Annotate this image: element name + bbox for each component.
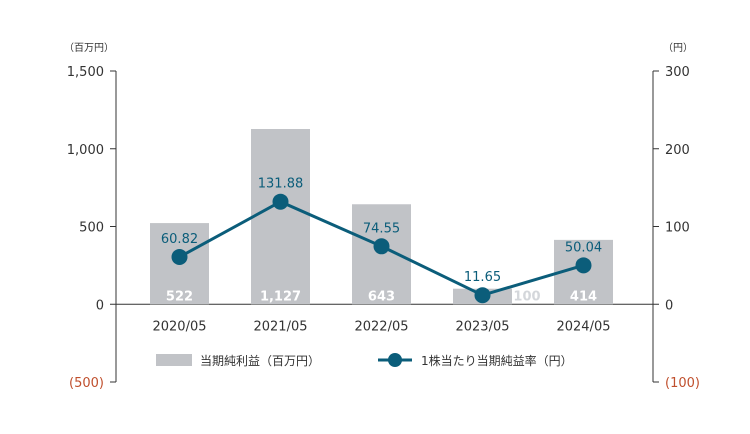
legend: 当期純利益（百万円） 1株当たり当期純益率（円） [156,353,573,368]
category-label: 2022/05 [354,319,408,334]
left-tick-label: 500 [79,221,104,236]
line-point [474,287,491,304]
legend-bar-label: 当期純利益（百万円） [200,354,320,368]
left-axis-unit: （百万円） [64,42,114,54]
bar-value-label: 1,127 [260,289,301,304]
line-value-label: 74.55 [363,221,400,236]
right-tick-label: 200 [665,143,690,158]
bar-value-label: 643 [368,289,395,304]
category-labels: 2020/05 2021/05 2022/05 2023/05 2024/05 [152,319,610,334]
line-value-label: 50.04 [565,240,602,255]
category-label: 2024/05 [556,319,610,334]
bar-value-label: 522 [166,289,193,304]
right-tick-label: 0 [665,298,673,313]
left-axis-ticks: 1,500 1,000 500 0 (500) [67,65,116,391]
legend-bar-swatch [156,354,192,366]
right-tick-label: 300 [665,65,690,80]
line-point [272,193,289,210]
category-label: 2023/05 [455,319,509,334]
left-tick-label: 0 [96,298,104,313]
right-axis-ticks: 300 200 100 0 (100) [653,65,700,391]
bar-value-labels: 522 1,127 643 100 414 [166,289,597,304]
bar-2021/05 [251,129,310,305]
bar-value-label: 414 [570,289,597,304]
line-series: 60.82 131.88 74.55 11.65 50.04 [161,177,602,304]
bar-series [150,129,613,305]
right-tick-label: (100) [665,376,700,391]
line-value-label: 60.82 [161,232,198,247]
legend-line-marker [388,353,402,367]
line-point [373,238,390,255]
line-point [171,248,188,265]
left-tick-label: 1,500 [67,65,104,80]
category-label: 2021/05 [253,319,307,334]
right-tick-label: 100 [665,221,690,236]
left-tick-label: 1,000 [67,143,104,158]
left-tick-label: (500) [69,376,104,391]
right-axis-unit: （円） [663,42,693,54]
category-label: 2020/05 [152,319,206,334]
bar-value-label: 100 [513,289,540,304]
legend-line-label: 1株当たり当期純益率（円） [421,353,573,368]
line-value-label: 131.88 [258,177,304,192]
line-point [575,257,592,274]
line-value-label: 11.65 [464,270,501,285]
